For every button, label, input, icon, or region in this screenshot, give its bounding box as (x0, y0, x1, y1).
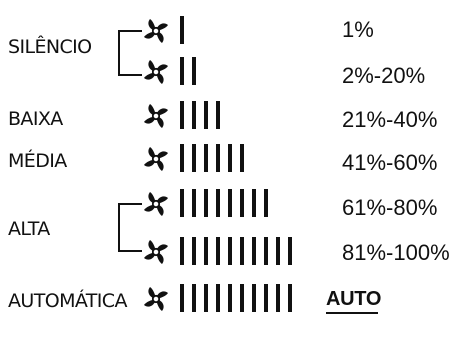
speed-bar (240, 189, 244, 217)
speed-bar (180, 284, 184, 312)
speed-bar (228, 144, 232, 172)
speed-bar (180, 144, 184, 172)
mode-label-media: MÉDIA (8, 150, 67, 172)
fan-icon (141, 57, 171, 87)
speed-bar (204, 189, 208, 217)
speed-bar (240, 237, 244, 265)
auto-badge: AUTO (326, 288, 382, 310)
speed-bar (192, 57, 196, 85)
speed-bar (228, 284, 232, 312)
speed-bar (192, 237, 196, 265)
speed-bar (180, 237, 184, 265)
speed-bars (180, 189, 276, 217)
speed-bars (180, 101, 228, 129)
speed-bars (180, 237, 300, 265)
speed-bar (252, 237, 256, 265)
speed-bar (192, 101, 196, 129)
alta-bracket (118, 203, 142, 252)
percent-label: 41%-60% (342, 150, 438, 175)
mode-label-baixa: BAIXA (8, 108, 63, 130)
speed-bar (204, 144, 208, 172)
silencio-bracket (118, 30, 142, 76)
speed-bar (216, 144, 220, 172)
auto-badge-underline (326, 312, 378, 314)
speed-bar (252, 284, 256, 312)
fan-icon (141, 16, 171, 46)
speed-bar (264, 189, 268, 217)
speed-bar (192, 189, 196, 217)
speed-bar (180, 189, 184, 217)
mode-label-silencio: SILÊNCIO (8, 36, 92, 58)
speed-bar (264, 237, 268, 265)
speed-bars (180, 16, 192, 44)
percent-label: 61%-80% (342, 195, 438, 220)
speed-bar (276, 237, 280, 265)
speed-bar (192, 284, 196, 312)
speed-bar (288, 237, 292, 265)
speed-bar (240, 144, 244, 172)
speed-bar (228, 189, 232, 217)
speed-bar (204, 101, 208, 129)
fan-icon (141, 237, 171, 267)
speed-bar (264, 284, 268, 312)
fan-icon (141, 189, 171, 219)
speed-bar (204, 284, 208, 312)
fan-icon (141, 101, 171, 131)
percent-label: 1% (342, 17, 374, 42)
speed-bar (204, 237, 208, 265)
speed-bar (216, 101, 220, 129)
speed-bar (240, 284, 244, 312)
speed-bar (216, 237, 220, 265)
speed-bar (180, 101, 184, 129)
mode-label-alta: ALTA (8, 218, 50, 240)
mode-label-automatica: AUTOMÁTICA (8, 290, 127, 312)
percent-label: 21%-40% (342, 107, 438, 132)
speed-bars (180, 284, 300, 312)
speed-bar (192, 144, 196, 172)
speed-bar (216, 189, 220, 217)
speed-bars (180, 57, 204, 85)
fan-icon (141, 284, 171, 314)
speed-bar (216, 284, 220, 312)
fan-icon (141, 144, 171, 174)
speed-bar (180, 16, 184, 44)
speed-bar (288, 284, 292, 312)
speed-bar (228, 237, 232, 265)
percent-label: 81%-100% (342, 240, 450, 265)
percent-label: 2%-20% (342, 63, 426, 88)
speed-bar (180, 57, 184, 85)
speed-bars (180, 144, 252, 172)
speed-bar (276, 284, 280, 312)
speed-bar (252, 189, 256, 217)
